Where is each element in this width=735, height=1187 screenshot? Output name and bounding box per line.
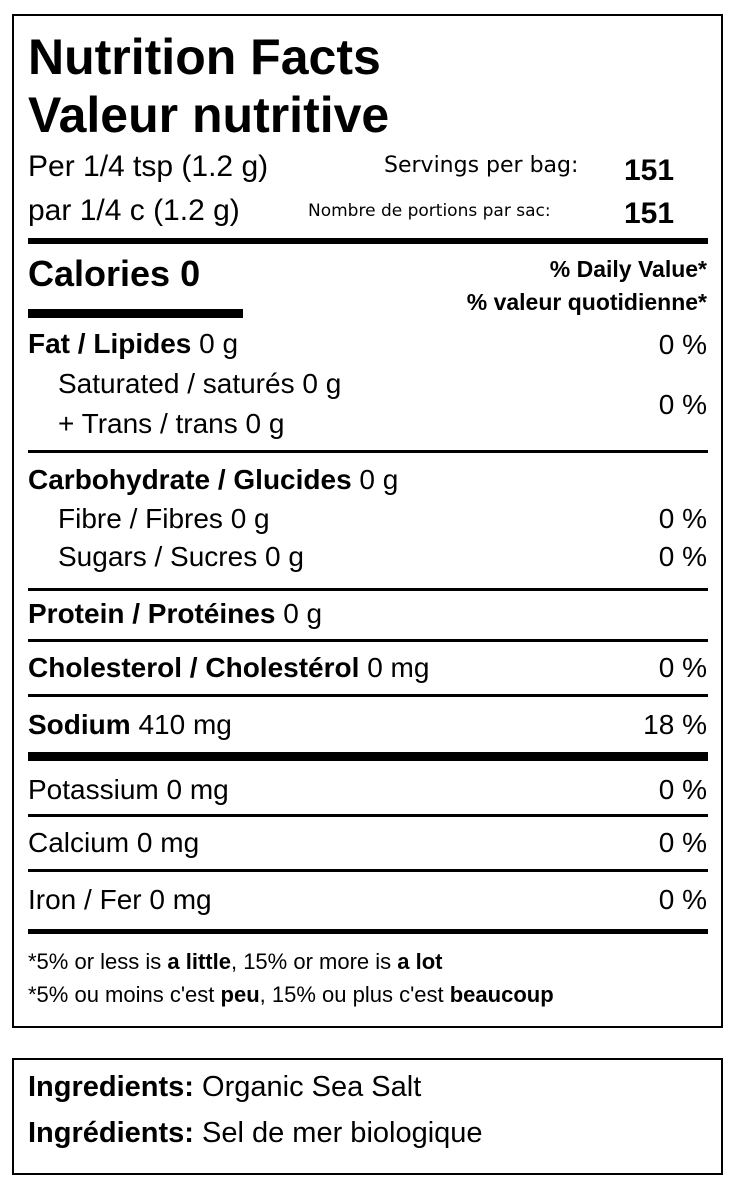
ingredients-en: Ingredients: Organic Sea Salt [28, 1073, 421, 1102]
footnote-emphasis: a lot [397, 949, 443, 974]
ingredients-value: Organic Sea Salt [193, 1071, 422, 1103]
ingredients-value: Sel de mer biologique [193, 1117, 483, 1149]
divider [28, 869, 708, 872]
daily-value-header-en: % Daily Value* [549, 256, 707, 282]
calories: Calories 0 [28, 253, 201, 294]
fat-dv: 0 % [658, 329, 707, 360]
carbohydrate-row: Carbohydrate / Glucides 0 g [28, 466, 398, 494]
cholesterol-row: Cholesterol / Cholestérol 0 mg [28, 654, 429, 682]
footnote-emphasis: beaucoup [449, 982, 554, 1007]
calcium-row: Calcium 0 mg [28, 827, 200, 858]
footnote-fr: *5% ou moins c'est peu, 15% ou plus c'es… [28, 984, 554, 1006]
footnote-text: *5% ou moins c'est [28, 982, 221, 1007]
title-en: Nutrition Facts [28, 29, 381, 85]
cholesterol-amount: 0 mg [367, 652, 430, 683]
potassium-dv: 0 % [658, 774, 707, 805]
divider-thick [28, 752, 708, 761]
serving-size-en: Per 1/4 tsp (1.2 g) [28, 150, 269, 183]
divider [28, 588, 708, 591]
divider-thick [28, 929, 708, 934]
protein-row: Protein / Protéines 0 g [28, 600, 322, 628]
footnote-text: , 15% ou plus c'est [259, 982, 450, 1007]
nutrition-facts-panel [12, 14, 723, 1028]
servings-value-fr: 151 [624, 197, 675, 230]
daily-value-header-fr: % valeur quotidienne* [466, 289, 707, 315]
ingredients-label: Ingrédients: [28, 1117, 194, 1149]
ingredients-label: Ingredients: [28, 1071, 194, 1103]
sodium-label: Sodium [28, 709, 131, 740]
carbohydrate-amount: 0 g [359, 464, 399, 495]
divider [28, 639, 708, 642]
footnote-emphasis: peu [220, 982, 260, 1007]
calcium-dv: 0 % [658, 827, 707, 858]
footnote-emphasis: a little [167, 949, 231, 974]
divider [28, 450, 708, 453]
serving-size-fr: par 1/4 c (1.2 g) [28, 194, 240, 227]
protein-label: Protein / Protéines [28, 598, 276, 629]
footnote-en: *5% or less is a little, 15% or more is … [28, 951, 442, 973]
sodium-row: Sodium 410 mg [28, 711, 232, 739]
divider [28, 694, 708, 697]
cholesterol-dv: 0 % [658, 652, 707, 683]
iron-row: Iron / Fer 0 mg [28, 884, 212, 915]
calories-bar [28, 309, 243, 318]
trans-row: + Trans / trans 0 g [58, 408, 285, 439]
sugars-dv: 0 % [658, 541, 707, 572]
footnote-text: , 15% or more is [230, 949, 398, 974]
ingredients-panel [12, 1058, 723, 1175]
sat-trans-dv: 0 % [658, 389, 707, 420]
sodium-amount: 410 mg [138, 709, 232, 740]
fat-row: Fat / Lipides 0 g [28, 330, 238, 358]
fat-label: Fat / Lipides [28, 328, 192, 359]
divider [28, 814, 708, 817]
sodium-dv: 18 % [643, 709, 707, 740]
sugars-row: Sugars / Sucres 0 g [58, 541, 304, 572]
servings-value-en: 151 [624, 154, 675, 187]
servings-per-bag-label: Servings per bag: [384, 153, 579, 178]
footnote-text: *5% or less is [28, 949, 168, 974]
potassium-row: Potassium 0 mg [28, 774, 229, 805]
fat-amount: 0 g [199, 328, 239, 359]
divider-thick [28, 238, 708, 244]
protein-amount: 0 g [283, 598, 323, 629]
cholesterol-label: Cholesterol / Cholestérol [28, 652, 360, 683]
fibre-dv: 0 % [658, 503, 707, 534]
iron-dv: 0 % [658, 884, 707, 915]
saturated-row: Saturated / saturés 0 g [58, 368, 342, 399]
ingredients-fr: Ingrédients: Sel de mer biologique [28, 1119, 483, 1148]
fibre-row: Fibre / Fibres 0 g [58, 503, 270, 534]
title-fr: Valeur nutritive [28, 87, 390, 143]
carbohydrate-label: Carbohydrate / Glucides [28, 464, 352, 495]
servings-per-bag-fr-label: Nombre de portions par sac: [308, 201, 551, 221]
